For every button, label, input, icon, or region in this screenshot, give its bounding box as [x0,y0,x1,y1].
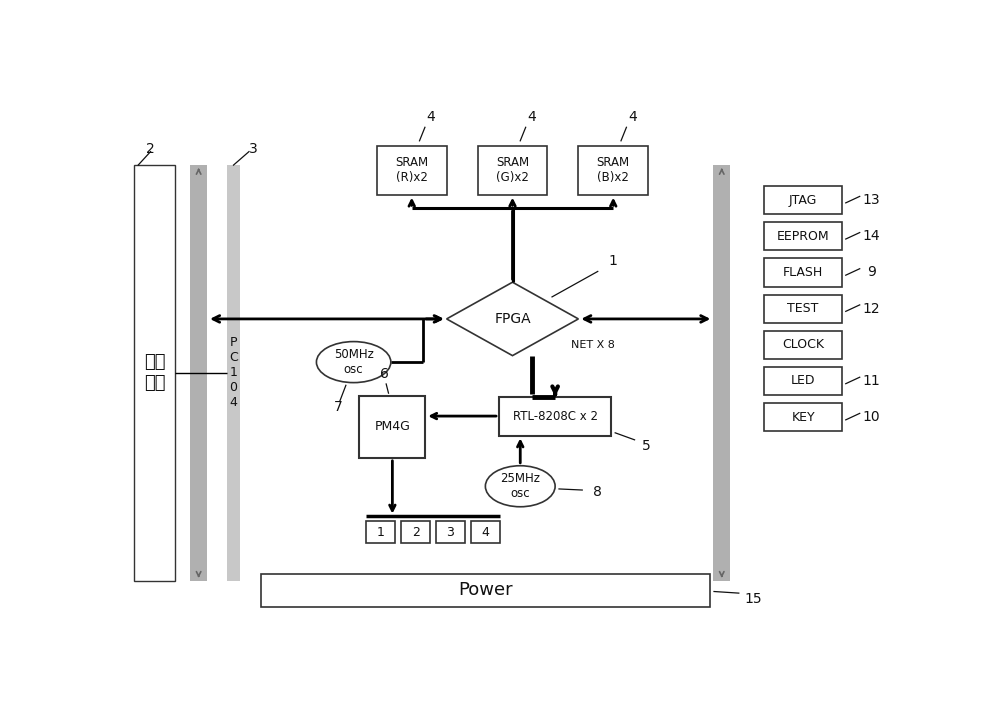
Text: P
C
1
0
4: P C 1 0 4 [229,336,238,409]
FancyBboxPatch shape [471,521,500,543]
Text: 2: 2 [412,526,420,538]
Text: 5: 5 [642,440,651,454]
FancyBboxPatch shape [366,521,395,543]
FancyBboxPatch shape [764,259,842,287]
Text: CLOCK: CLOCK [782,339,824,351]
FancyBboxPatch shape [478,147,547,195]
Text: 解码
芯片: 解码 芯片 [144,353,165,393]
Text: 3: 3 [447,526,454,538]
Text: 6: 6 [380,367,389,381]
Text: 4: 4 [528,109,536,123]
Text: 11: 11 [862,374,880,388]
Text: 14: 14 [863,229,880,243]
Text: 1: 1 [377,526,385,538]
Text: PM4G: PM4G [374,421,410,433]
FancyBboxPatch shape [436,521,465,543]
Text: FLASH: FLASH [783,266,823,279]
FancyBboxPatch shape [764,367,842,395]
FancyBboxPatch shape [401,521,430,543]
FancyBboxPatch shape [713,165,730,580]
FancyBboxPatch shape [764,331,842,359]
Polygon shape [447,283,578,355]
FancyBboxPatch shape [499,397,611,435]
Text: 7: 7 [334,400,342,414]
FancyBboxPatch shape [764,186,842,215]
FancyBboxPatch shape [764,222,842,250]
FancyBboxPatch shape [261,573,710,607]
Text: KEY: KEY [791,411,815,423]
Text: JTAG: JTAG [789,193,817,207]
FancyBboxPatch shape [764,294,842,322]
Text: SRAM
(B)x2: SRAM (B)x2 [597,156,630,184]
FancyBboxPatch shape [190,165,207,580]
Text: Power: Power [458,581,513,599]
Text: 9: 9 [867,266,876,280]
Text: RTL-8208C x 2: RTL-8208C x 2 [513,409,598,423]
Text: 1: 1 [609,254,618,268]
Text: 3: 3 [248,142,257,156]
Ellipse shape [485,465,555,507]
Text: 10: 10 [863,410,880,424]
Text: LED: LED [791,374,815,388]
FancyBboxPatch shape [377,147,447,195]
FancyBboxPatch shape [134,165,175,580]
Text: TEST: TEST [787,302,819,315]
FancyBboxPatch shape [227,165,240,580]
Text: SRAM
(G)x2: SRAM (G)x2 [496,156,529,184]
Text: 4: 4 [628,109,637,123]
Text: FPGA: FPGA [494,312,531,326]
Text: 2: 2 [146,142,155,156]
Ellipse shape [316,341,391,383]
Text: EEPROM: EEPROM [777,230,829,243]
Text: 15: 15 [744,592,762,606]
Text: 8: 8 [593,484,602,498]
Text: NET X 8: NET X 8 [571,340,614,350]
Text: SRAM
(R)x2: SRAM (R)x2 [395,156,428,184]
Text: 4: 4 [427,109,436,123]
Text: 25MHz
osc: 25MHz osc [500,472,540,501]
Text: 12: 12 [863,301,880,315]
FancyBboxPatch shape [359,396,425,458]
Text: 50MHz
osc: 50MHz osc [334,348,374,376]
FancyBboxPatch shape [578,147,648,195]
Text: 13: 13 [863,193,880,207]
FancyBboxPatch shape [764,403,842,431]
Text: 4: 4 [481,526,489,538]
